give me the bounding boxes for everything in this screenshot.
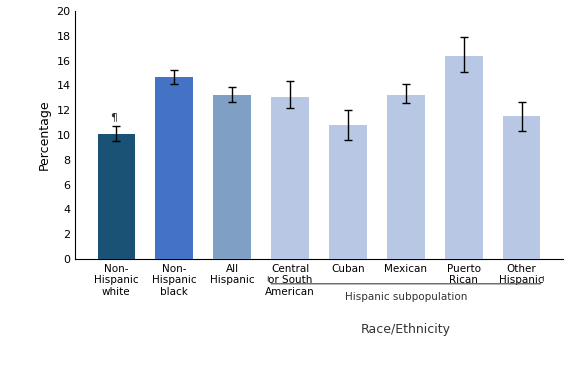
Bar	[271, 97, 309, 259]
Text: ¶: ¶	[110, 112, 117, 122]
Text: Hispanic subpopulation: Hispanic subpopulation	[345, 292, 467, 302]
Bar	[445, 56, 483, 259]
Bar	[155, 77, 193, 259]
Text: Race/Ethnicity: Race/Ethnicity	[361, 323, 451, 336]
Bar	[97, 134, 135, 259]
Bar	[387, 95, 425, 259]
Y-axis label: Percentage: Percentage	[38, 100, 51, 170]
Bar	[503, 117, 541, 259]
Bar	[329, 125, 367, 259]
Bar	[213, 95, 251, 259]
